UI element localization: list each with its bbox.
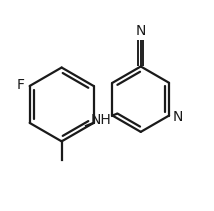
Text: NH: NH — [91, 113, 112, 127]
Text: N: N — [136, 24, 146, 38]
Text: F: F — [17, 78, 25, 92]
Text: N: N — [172, 110, 183, 124]
